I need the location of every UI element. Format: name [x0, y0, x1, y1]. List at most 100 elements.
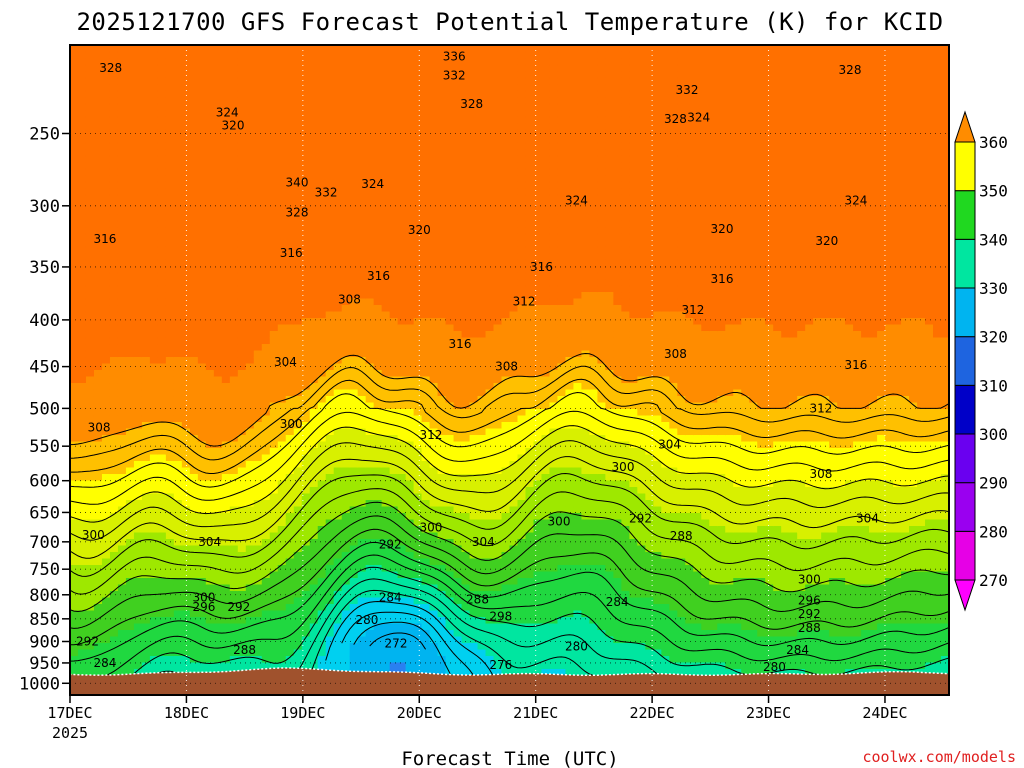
field-cell [389, 487, 399, 495]
field-cell [461, 51, 471, 59]
field-cell [253, 311, 263, 319]
field-cell [397, 207, 407, 215]
field-cell [453, 77, 463, 85]
field-cell [269, 337, 279, 345]
field-cell [429, 669, 439, 677]
field-cell [229, 188, 239, 196]
field-cell [253, 272, 263, 280]
field-cell [117, 58, 127, 66]
field-cell [229, 636, 239, 644]
field-cell [165, 71, 175, 79]
field-cell [70, 259, 79, 267]
field-cell [349, 604, 359, 612]
field-cell [301, 149, 311, 157]
field-cell [109, 545, 119, 553]
field-cell [77, 643, 87, 651]
field-cell [149, 45, 159, 53]
field-cell [269, 214, 279, 222]
field-cell [221, 617, 231, 625]
field-cell [293, 558, 303, 566]
field-cell [93, 539, 103, 547]
field-cell [301, 571, 311, 579]
field-cell [173, 357, 183, 365]
field-cell [197, 493, 207, 501]
field-cell [349, 116, 359, 124]
field-cell [389, 285, 399, 293]
field-cell [429, 662, 439, 670]
field-cell [445, 649, 455, 657]
field-cell [421, 90, 431, 98]
field-cell [165, 467, 175, 475]
field-cell [413, 123, 423, 131]
field-cell [133, 71, 143, 79]
field-cell [165, 448, 175, 456]
field-cell [453, 90, 463, 98]
field-cell [189, 331, 199, 339]
field-cell [293, 526, 303, 534]
field-cell [237, 480, 247, 488]
field-cell [389, 357, 399, 365]
field-cell [213, 298, 223, 306]
field-cell [77, 597, 87, 605]
field-cell [205, 279, 215, 287]
field-cell [445, 266, 455, 274]
field-cell [173, 311, 183, 319]
field-cell [165, 344, 175, 352]
field-cell [381, 422, 391, 430]
field-cell [245, 396, 255, 404]
field-cell [389, 266, 399, 274]
field-cell [357, 285, 367, 293]
field-cell [197, 519, 207, 527]
field-cell [453, 604, 463, 612]
field-cell [301, 110, 311, 118]
field-cell [405, 526, 415, 534]
field-cell [301, 428, 311, 436]
field-cell [437, 565, 447, 573]
field-cell [349, 149, 359, 157]
field-cell [125, 84, 135, 92]
field-cell [325, 331, 335, 339]
field-cell [389, 220, 399, 228]
field-cell [93, 259, 103, 267]
field-cell [405, 376, 415, 384]
field-cell [405, 493, 415, 501]
field-cell [149, 428, 159, 436]
field-cell [325, 396, 335, 404]
field-cell [229, 259, 239, 267]
field-cell [189, 643, 199, 651]
field-cell [237, 71, 247, 79]
field-cell [133, 565, 143, 573]
field-cell [301, 51, 311, 59]
field-cell [133, 370, 143, 378]
field-cell [445, 467, 455, 475]
field-cell [277, 565, 287, 573]
field-cell [253, 58, 263, 66]
field-cell [421, 168, 431, 176]
field-cell [421, 493, 431, 501]
field-cell [301, 233, 311, 241]
field-cell [165, 233, 175, 241]
field-cell [85, 136, 95, 144]
field-cell [389, 565, 399, 573]
field-cell [141, 350, 151, 358]
field-cell [213, 64, 223, 72]
field-cell [245, 389, 255, 397]
field-cell [109, 493, 119, 501]
field-cell [357, 545, 367, 553]
field-cell [237, 240, 247, 248]
field-cell [389, 214, 399, 222]
field-cell [181, 480, 191, 488]
field-cell [413, 233, 423, 241]
field-cell [341, 383, 351, 391]
field-cell [349, 636, 359, 644]
field-cell [213, 636, 223, 644]
field-cell [365, 454, 375, 462]
field-cell [293, 71, 303, 79]
field-cell [101, 220, 111, 228]
field-cell [253, 77, 263, 85]
field-cell [381, 519, 391, 527]
field-cell [381, 461, 391, 469]
field-cell [301, 266, 311, 274]
field-cell [157, 565, 167, 573]
field-cell [237, 259, 247, 267]
